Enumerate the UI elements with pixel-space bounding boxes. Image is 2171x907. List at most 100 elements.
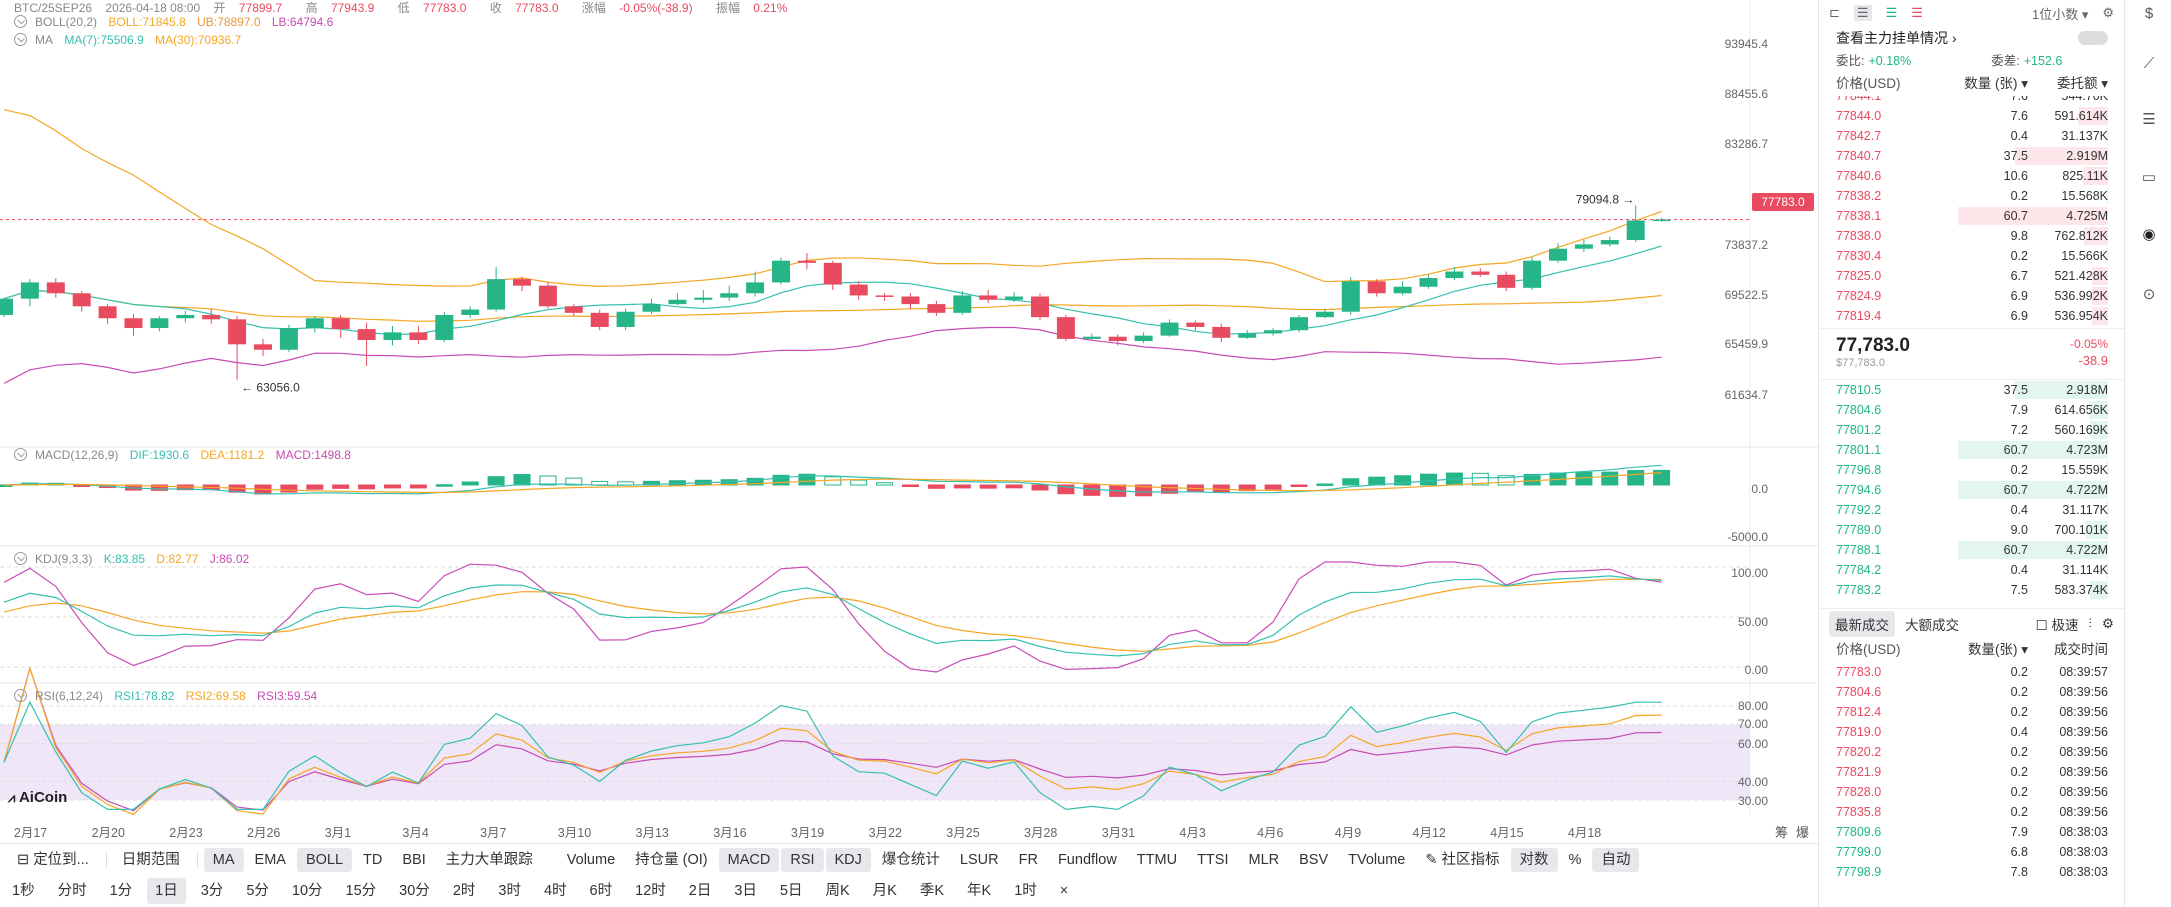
orderbook-row[interactable]: 77783.2 7.5 583.374K [1819, 580, 2124, 600]
tab-latest-trades[interactable]: 最新成交 [1829, 610, 1895, 637]
orderbook-row[interactable]: 77796.8 0.2 15.559K [1819, 460, 2124, 480]
indicator-0[interactable]: MA [203, 847, 244, 872]
fast-checkbox[interactable]: ☐ 极速 [2035, 617, 2079, 633]
precision-select[interactable]: 1位小数 ▾ [2031, 6, 2089, 22]
auto-button[interactable]: 自动 [1592, 847, 1640, 872]
settings-icon[interactable]: ⚙ [2102, 5, 2114, 20]
orderbook-row[interactable]: 77824.9 6.9 536.992K [1819, 286, 2124, 306]
card-icon[interactable]: ▭ [2141, 169, 2157, 186]
orderbook-asks-icon[interactable]: ☰ [1911, 5, 1923, 20]
orderbook-row[interactable]: 77825.0 6.7 521.428K [1819, 266, 2124, 286]
indicator-8[interactable]: MACD [718, 847, 780, 872]
interval-21[interactable]: 1时 [1014, 883, 1037, 899]
orderbook-row[interactable]: 77784.2 0.4 31.114K [1819, 560, 2124, 580]
interval-0[interactable]: 1秒 [12, 883, 35, 899]
interval-4[interactable]: 3分 [200, 883, 224, 899]
main-orders-row[interactable]: 查看主力挂单情况 › [1819, 26, 2124, 50]
indicator-4[interactable]: BBI [402, 851, 426, 868]
indicator-1[interactable]: EMA [254, 851, 286, 868]
tab-large-trades[interactable]: 大额成交 [1905, 617, 1959, 633]
indicator-9[interactable]: RSI [781, 847, 824, 872]
orderbook-row[interactable]: 77810.5 37.5 2.918M [1819, 380, 2124, 400]
orderbook-row[interactable]: 77842.7 0.4 31.137K [1819, 126, 2124, 146]
total-column-menu[interactable]: 委托额 ▾ [2056, 76, 2108, 91]
indicator-10[interactable]: KDJ [825, 847, 871, 872]
interval-16[interactable]: 5日 [779, 883, 803, 899]
kdj-legend[interactable]: KDJ(9,3,3) K:83.85 D:82.77 J:86.02 [14, 552, 257, 566]
eye-icon[interactable] [14, 15, 27, 28]
eye-icon[interactable] [14, 689, 27, 702]
locate-button[interactable]: ⊟ 定位到... [17, 851, 89, 868]
close-icon[interactable]: × [1059, 883, 1069, 899]
indicator-6[interactable]: Volume [566, 851, 616, 868]
robot-icon[interactable]: ◉ [2142, 226, 2156, 243]
interval-8[interactable]: 30分 [399, 883, 430, 899]
indicator-19[interactable]: TVolume [1348, 851, 1406, 868]
orderbook-bids-icon[interactable]: ☰ [1885, 5, 1898, 20]
share-icon[interactable]: ⊙ [2142, 286, 2156, 303]
macd-legend[interactable]: MACD(12,26,9) DIF:1930.6 DEA:1181.2 MACD… [14, 448, 359, 462]
orderbook-row[interactable]: 77838.2 0.2 15.568K [1819, 186, 2124, 206]
community-indicators-button[interactable]: ✎ 社区指标 [1425, 851, 1500, 868]
indicator-16[interactable]: TTSI [1197, 851, 1229, 868]
interval-12[interactable]: 6时 [589, 883, 613, 899]
eye-icon[interactable] [14, 448, 27, 461]
orderbook-row[interactable]: 77788.1 60.7 4.722M [1819, 540, 2124, 560]
settings-icon[interactable]: ⚙ [2101, 615, 2114, 631]
orderbook-row[interactable]: 77794.6 60.7 4.722M [1819, 480, 2124, 500]
chart-canvas[interactable]: 79094.8 → ← 63056.0 [0, 0, 1818, 843]
indicator-11[interactable]: 爆仓统计 [881, 851, 940, 868]
wallet-icon[interactable]: $ [2144, 5, 2154, 22]
ma-legend[interactable]: MA MA(7):75506.9 MA(30):70936.7 [14, 33, 249, 47]
layout-icon[interactable]: ⊏ [1829, 5, 1840, 20]
indicator-5[interactable]: 主力大单跟踪 [445, 851, 533, 868]
corner-label-1[interactable]: 筹 [1775, 825, 1789, 840]
orderbook-row[interactable]: 77804.6 7.9 614.656K [1819, 400, 2124, 420]
indicator-7[interactable]: 持仓量 (OI) [635, 851, 708, 868]
orderbook-row[interactable]: 77838.1 60.7 4.725M [1819, 206, 2124, 226]
indicator-14[interactable]: Fundflow [1057, 851, 1117, 868]
log-scale-button[interactable]: 对数 [1510, 847, 1558, 872]
interval-10[interactable]: 3时 [498, 883, 521, 899]
interval-11[interactable]: 4时 [543, 883, 567, 899]
interval-20[interactable]: 年K [967, 883, 992, 899]
orderbook-row[interactable]: 77801.1 60.7 4.723M [1819, 440, 2124, 460]
interval-6[interactable]: 10分 [291, 883, 323, 899]
indicator-15[interactable]: TTMU [1136, 851, 1178, 868]
orderbook-row[interactable]: 77840.7 37.5 2.919M [1819, 146, 2124, 166]
orderbook-row[interactable]: 77840.6 10.6 825.11K [1819, 166, 2124, 186]
interval-9[interactable]: 2时 [452, 883, 476, 899]
interval-2[interactable]: 1分 [109, 883, 133, 899]
list-icon[interactable]: ☰ [2142, 111, 2156, 128]
orderbook-row[interactable]: 77844.1 7.6 544.70K [1819, 96, 2124, 106]
interval-1[interactable]: 分时 [57, 883, 87, 899]
indicator-18[interactable]: BSV [1299, 851, 1329, 868]
date-range-button[interactable]: 日期范围 [121, 851, 180, 868]
orderbook-row[interactable]: 77830.4 0.2 15.566K [1819, 246, 2124, 266]
orderbook-row[interactable]: 77844.0 7.6 591.614K [1819, 106, 2124, 126]
boll-legend[interactable]: BOLL(20,2) BOLL:71845.8 UB:78897.0 LB:64… [14, 15, 341, 29]
trades-qty-menu[interactable]: 数量(张) ▾ [1967, 642, 2028, 657]
interval-18[interactable]: 月K [872, 883, 897, 899]
trend-icon[interactable]: ⟋ [2143, 55, 2155, 72]
eye-icon[interactable] [14, 33, 27, 46]
interval-13[interactable]: 12时 [635, 883, 666, 899]
interval-19[interactable]: 季K [919, 883, 945, 899]
orderbook-row[interactable]: 77819.4 6.9 536.954K [1819, 306, 2124, 326]
indicator-3[interactable]: TD [363, 851, 383, 868]
indicator-13[interactable]: FR [1018, 851, 1038, 868]
interval-15[interactable]: 3日 [734, 883, 757, 899]
interval-14[interactable]: 2日 [688, 883, 712, 899]
filter-icon[interactable]: ⫶ [2088, 615, 2092, 631]
qty-column-menu[interactable]: 数量 (张) ▾ [1964, 76, 2028, 91]
eye-icon[interactable] [14, 552, 27, 565]
chart-area[interactable]: 79094.8 → ← 63056.0 BTC/25SEP26 2026-04-1… [0, 0, 1818, 843]
interval-17[interactable]: 周K [825, 883, 850, 899]
percent-button[interactable]: % [1568, 851, 1582, 868]
interval-3[interactable]: 1日 [147, 878, 186, 904]
orderbook-row[interactable]: 77789.0 9.0 700.101K [1819, 520, 2124, 540]
indicator-2[interactable]: BOLL [296, 847, 353, 872]
orderbook-row[interactable]: 77792.2 0.4 31.117K [1819, 500, 2124, 520]
orderbook-row[interactable]: 77838.0 9.8 762.812K [1819, 226, 2124, 246]
indicator-12[interactable]: LSUR [959, 851, 999, 868]
